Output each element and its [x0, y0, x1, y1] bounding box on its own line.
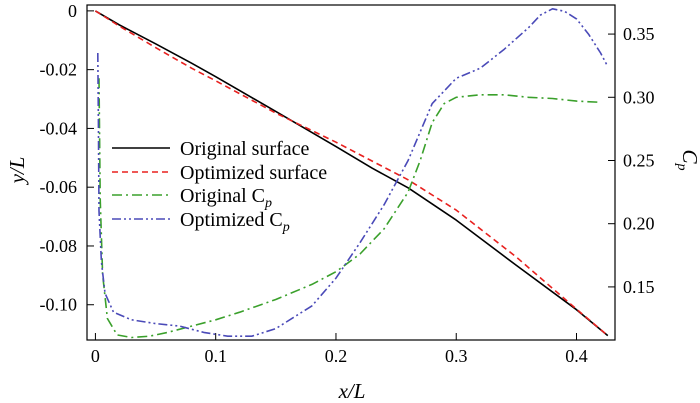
legend-label-optimized-cp-main: Optimized C	[180, 209, 283, 231]
y-tick-label-0: 0	[68, 1, 77, 21]
legend-label-original-surface: Original surface	[180, 138, 310, 160]
y-tick-label-0-04: -0.04	[40, 118, 78, 138]
x-tick-label-0-3: 0.3	[445, 346, 468, 366]
series-line-original-c-p	[98, 78, 601, 339]
series-layer	[94, 8, 609, 339]
x-tick-label-0-2: 0.2	[325, 346, 348, 366]
plot-area	[86, 4, 616, 341]
legend: Original surface Optimized surface Origi…	[112, 138, 327, 235]
legend-label-optimized-cp: Optimized Cp	[180, 209, 290, 235]
y-tick-label-0-02: -0.02	[40, 60, 78, 80]
series-line-optimized-c-p	[97, 8, 608, 338]
legend-label-original-cp: Original Cp	[180, 185, 272, 211]
legend-label-optimized-surface: Optimized surface	[180, 162, 327, 184]
y-axis-title: y/L	[5, 157, 29, 186]
y-tick-label-0-10: -0.10	[40, 295, 78, 315]
y2-tick-label-0-15: 0.15	[623, 277, 655, 297]
y2-tick-label-0-35: 0.35	[623, 24, 655, 44]
y2-tick-label-0-30: 0.30	[623, 87, 655, 107]
series-line-original-surface	[94, 10, 609, 337]
legend-label-original-cp-sub: p	[264, 196, 272, 211]
x-axis-title: x/L	[338, 379, 366, 403]
y-tick-label-0-08: -0.08	[40, 236, 78, 256]
legend-label-optimized-cp-sub: p	[282, 220, 290, 235]
x-tick-label-0: 0	[91, 346, 100, 366]
y2-tick-label-0-25: 0.25	[623, 150, 655, 170]
y2-axis-title-sub: p	[674, 163, 689, 171]
y2-tick-label-0-20: 0.20	[623, 214, 655, 234]
labels-layer: 0 0.1 0.2 0.3 0.4 0 -0.02 -0.04 -0.06 -0.08 -0.10 0…	[40, 1, 655, 366]
y2-axis-title-main: C	[678, 149, 700, 164]
ticks-layer	[87, 10, 615, 340]
series-line-optimized-surface	[94, 10, 609, 337]
x-tick-label-0-4: 0.4	[565, 346, 588, 366]
y-tick-label-0-06: -0.06	[40, 177, 78, 197]
legend-label-original-cp-main: Original C	[180, 185, 265, 207]
y2-axis-title: Cp	[674, 149, 700, 170]
x-tick-label-0-1: 0.1	[204, 346, 227, 366]
